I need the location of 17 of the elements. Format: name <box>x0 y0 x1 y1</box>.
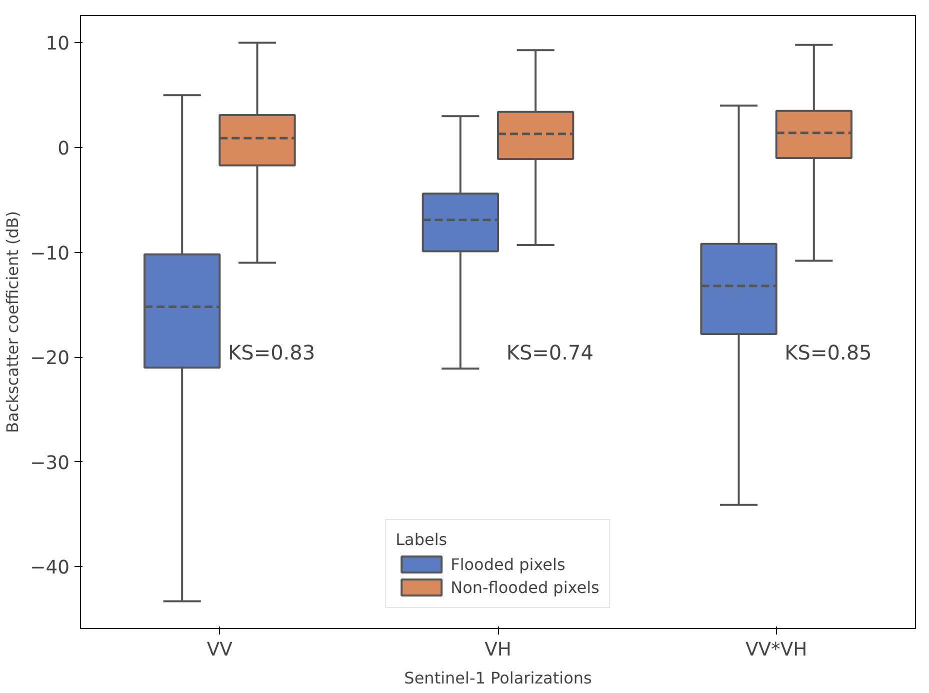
y-tick-label: 0 <box>58 138 70 160</box>
x-tick-label: VV <box>206 640 233 660</box>
x-tick-label: VH <box>484 640 512 660</box>
y-axis-title: Backscatter coefficient (dB) <box>3 211 22 433</box>
y-tick-label: −30 <box>30 452 70 474</box>
y-tick-label: −10 <box>30 243 70 264</box>
annotation: KS=0.83 <box>228 340 316 365</box>
x-axis-title: Sentinel-1 Polarizations <box>404 668 592 688</box>
legend-label: Non-flooded pixels <box>450 578 600 596</box>
legend-title: Labels <box>396 530 448 549</box>
y-tick-label: −20 <box>30 348 70 370</box>
x-tick-label: VV*VH <box>746 640 808 660</box>
annotation: KS=0.74 <box>506 340 594 365</box>
y-tick-label: −40 <box>30 558 70 579</box>
annotation: KS=0.85 <box>784 340 872 365</box>
y-tick-label: 10 <box>46 34 70 55</box>
legend-label: Flooded pixels <box>450 554 566 574</box>
